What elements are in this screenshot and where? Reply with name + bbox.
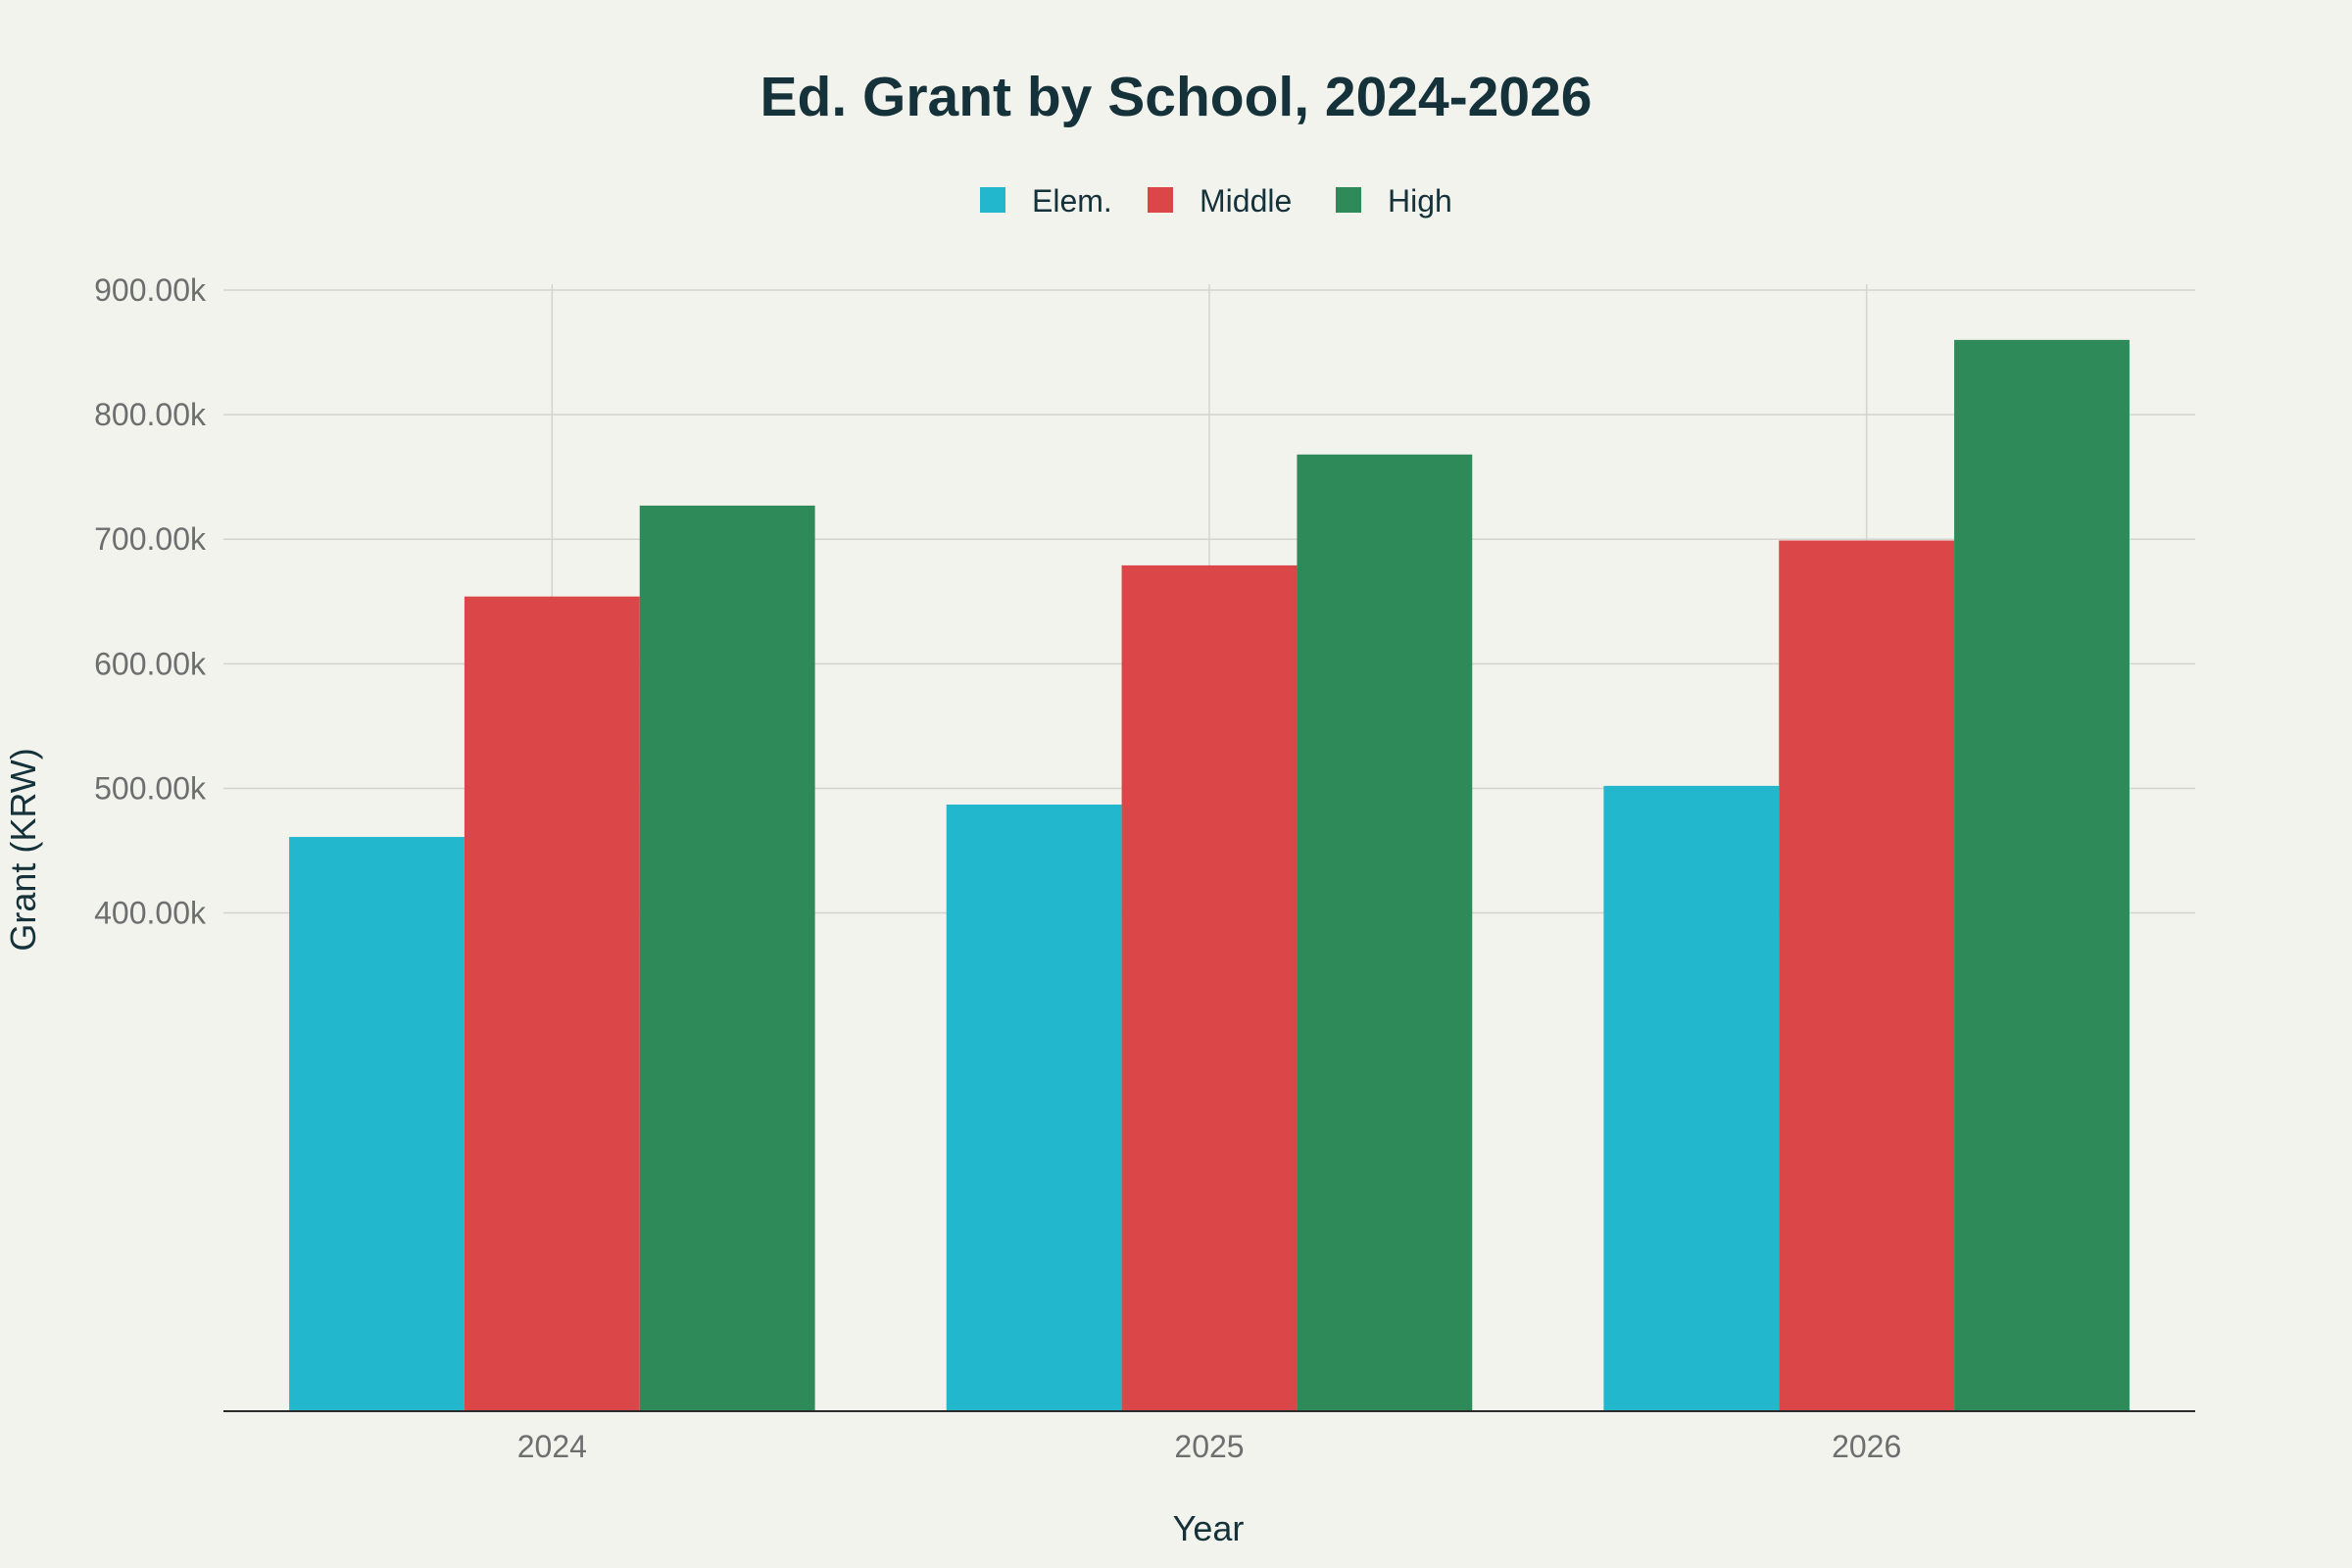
y-tick-label: 500.00k xyxy=(94,770,207,806)
y-tick-label: 400.00k xyxy=(94,896,207,931)
y-tick-label: 800.00k xyxy=(94,397,207,432)
legend-label: High xyxy=(1388,183,1452,219)
legend-swatch-high xyxy=(1336,187,1361,213)
legend: Elem. Middle High xyxy=(980,183,1452,219)
x-tick-label: 2026 xyxy=(1832,1429,1901,1464)
chart-title: Ed. Grant by School, 2024-2026 xyxy=(760,66,1592,128)
bars xyxy=(289,339,2130,1412)
y-axis-ticks: 400.00k 500.00k 600.00k 700.00k 800.00k 900.0… xyxy=(94,272,207,931)
x-axis-title: Year xyxy=(1173,1508,1245,1548)
y-tick-label: 600.00k xyxy=(94,646,207,681)
legend-swatch-middle xyxy=(1148,187,1173,213)
x-tick-label: 2024 xyxy=(517,1429,587,1464)
bar-middle-2025 xyxy=(1121,564,1298,1411)
x-axis-ticks: 2024 2025 2026 xyxy=(517,1429,1902,1464)
bar-elem-2026 xyxy=(1603,785,1780,1411)
bar-elem-2025 xyxy=(946,804,1122,1411)
x-tick-label: 2025 xyxy=(1174,1429,1244,1464)
y-tick-label: 900.00k xyxy=(94,272,207,308)
bar-middle-2024 xyxy=(464,596,640,1411)
legend-swatch-elem xyxy=(980,187,1005,213)
legend-label: Middle xyxy=(1200,183,1292,219)
bar-middle-2026 xyxy=(1779,540,1955,1411)
y-tick-label: 700.00k xyxy=(94,521,207,557)
bar-elem-2024 xyxy=(289,837,465,1411)
y-axis-title: Grant (KRW) xyxy=(3,748,43,951)
bar-high-2024 xyxy=(639,505,815,1411)
bar-high-2025 xyxy=(1297,454,1473,1412)
legend-label: Elem. xyxy=(1032,183,1112,219)
bar-high-2026 xyxy=(1954,339,2130,1411)
